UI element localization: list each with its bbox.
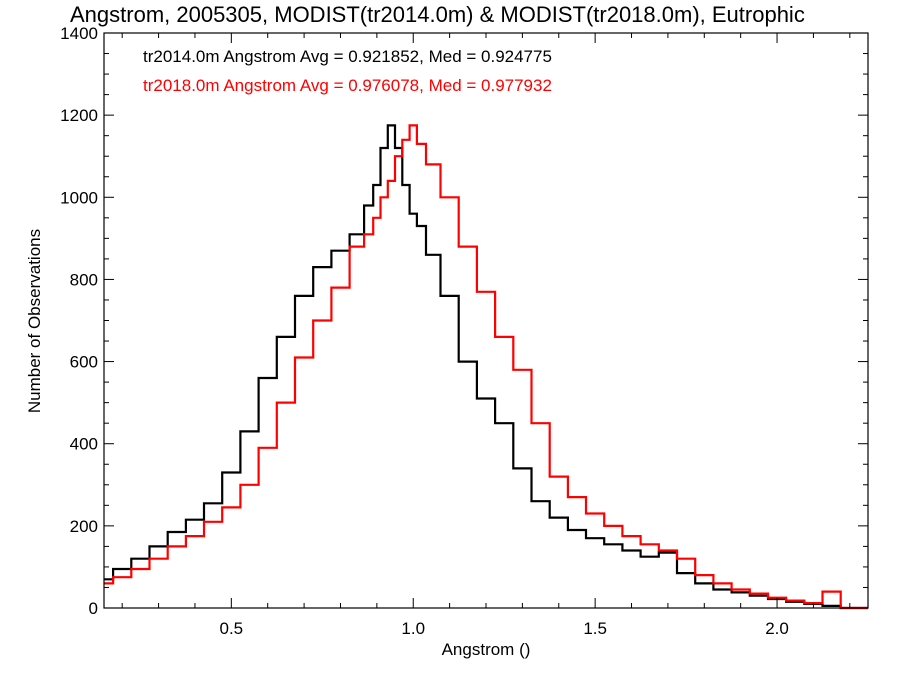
y-tick-label: 200 <box>70 517 98 536</box>
y-tick-label: 0 <box>89 599 98 618</box>
x-axis-label: Angstrom () <box>442 640 531 659</box>
y-axis-label: Number of Observations <box>25 229 44 413</box>
series-line-0 <box>104 124 868 610</box>
y-tick-label: 800 <box>70 270 98 289</box>
annotation-tr2014: tr2014.0m Angstrom Avg = 0.921852, Med =… <box>143 47 552 66</box>
y-tick-label: 1200 <box>60 106 98 125</box>
x-tick-label: 1.5 <box>583 619 607 638</box>
series-line-1 <box>104 124 868 610</box>
y-tick-label: 1000 <box>60 188 98 207</box>
annotation-tr2018: tr2018.0m Angstrom Avg = 0.976078, Med =… <box>143 76 552 95</box>
x-tick-label: 2.0 <box>765 619 789 638</box>
x-tick-label: 0.5 <box>220 619 244 638</box>
plot-area: 0.5 1.0 1.5 2.0 0 200 400 600 800 1000 1200 1400 <box>60 24 869 638</box>
x-tick-label: 1.0 <box>401 619 425 638</box>
y-tick-label: 600 <box>70 353 98 372</box>
chart-title: Angstrom, 2005305, MODIST(tr2014.0m) & M… <box>70 2 805 27</box>
y-tick-label: 400 <box>70 435 98 454</box>
y-tick-label: 1400 <box>60 24 98 43</box>
